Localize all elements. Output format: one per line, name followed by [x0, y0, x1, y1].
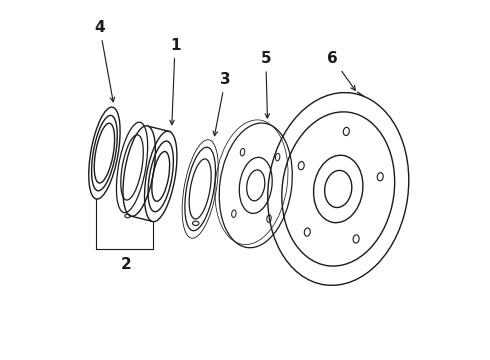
Text: 4: 4 [95, 20, 115, 102]
Text: 2: 2 [121, 257, 132, 272]
Text: 6: 6 [327, 51, 355, 90]
Text: 5: 5 [261, 51, 271, 118]
Text: 3: 3 [213, 72, 231, 136]
Text: 1: 1 [170, 38, 180, 125]
